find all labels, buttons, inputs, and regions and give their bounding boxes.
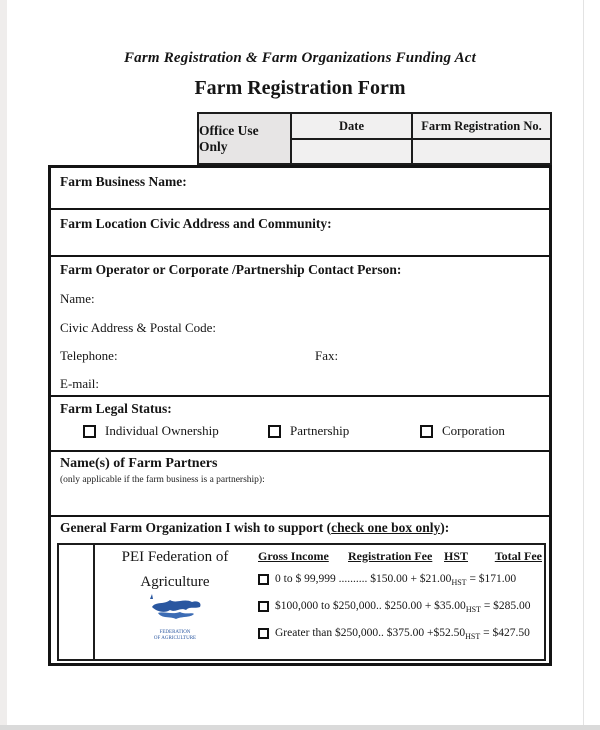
fee-tier2-text: $100,000 to $250,000.. $250.00 + $35.00H… bbox=[275, 600, 531, 614]
legal-status-option-corporation: Corporation bbox=[420, 423, 505, 439]
registration-no-column-header: Farm Registration No. bbox=[421, 118, 542, 133]
fee-tier2-checkbox[interactable] bbox=[258, 600, 269, 612]
legal-status-option-individual: Individual Ownership bbox=[83, 423, 219, 439]
page-bottom-edge bbox=[0, 725, 600, 730]
organization-heading-suffix: ): bbox=[440, 520, 450, 535]
form-title: Farm Registration Form bbox=[194, 77, 406, 99]
civic-address-label: Civic Address & Postal Code: bbox=[60, 320, 216, 335]
logo-caption-line1: FEDERATION bbox=[159, 630, 191, 635]
total-fee-header: Total Fee bbox=[494, 549, 542, 563]
office-use-only-label: Office Use Only bbox=[199, 114, 292, 163]
page-right-edge bbox=[583, 0, 584, 730]
fee-tier3-checkbox[interactable] bbox=[258, 627, 269, 639]
legal-status-option-partnership: Partnership bbox=[268, 423, 349, 439]
contact-person-header: Farm Operator or Corporate /Partnership … bbox=[60, 262, 402, 277]
corporation-label: Corporation bbox=[442, 423, 505, 438]
pei-federation-logo: FEDERATION OF AGRICULTURE bbox=[95, 593, 255, 642]
logo-caption-line2: OF AGRICULTURE bbox=[153, 635, 197, 641]
date-input-cell[interactable] bbox=[292, 140, 413, 163]
registration-no-input-cell[interactable] bbox=[413, 140, 550, 163]
office-use-right-cols: Date Farm Registration No. bbox=[292, 114, 550, 163]
fee-schedule-block: Gross Income Registration Fee HST Total … bbox=[258, 549, 542, 659]
organization-name-line1: PEI Federation of bbox=[121, 549, 229, 565]
partnership-checkbox[interactable] bbox=[268, 424, 281, 438]
organization-select-cell[interactable] bbox=[59, 545, 95, 659]
registration-fee-header: Registration Fee bbox=[348, 549, 433, 563]
fee-row-tier1: 0 to $ 99,999 .......... $150.00 + $21.0… bbox=[258, 573, 517, 587]
organization-heading-prefix: General Farm Organization I wish to supp… bbox=[60, 520, 332, 535]
page-left-edge bbox=[0, 0, 7, 730]
office-use-table: Office Use Only Date Farm Registration N… bbox=[197, 112, 552, 165]
corporation-checkbox[interactable] bbox=[420, 424, 433, 438]
name-label: Name: bbox=[60, 291, 95, 306]
pei-island-icon bbox=[150, 594, 201, 619]
farm-legal-status-section: Farm Legal Status: Individual Ownership … bbox=[51, 395, 549, 450]
fee-row-tier3: Greater than $250,000.. $375.00 +$52.50H… bbox=[258, 627, 530, 641]
organization-content-cell: PEI Federation of Agriculture FEDERATION… bbox=[95, 545, 544, 659]
fee-tier1-checkbox[interactable] bbox=[258, 573, 269, 585]
partnership-label: Partnership bbox=[290, 423, 350, 438]
fax-label: Fax: bbox=[315, 348, 339, 363]
farm-organization-section: General Farm Organization I wish to supp… bbox=[51, 515, 549, 663]
gross-income-header: Gross Income bbox=[258, 549, 329, 563]
farm-partners-section[interactable]: Name(s) of Farm Partners (only applicabl… bbox=[51, 450, 549, 515]
farm-business-name-section[interactable]: Farm Business Name: bbox=[51, 168, 549, 208]
farm-location-section[interactable]: Farm Location Civic Address and Communit… bbox=[51, 208, 549, 255]
farm-location-label: Farm Location Civic Address and Communit… bbox=[60, 216, 332, 231]
hst-header: HST bbox=[444, 549, 469, 563]
organization-fee-table: PEI Federation of Agriculture FEDERATION… bbox=[57, 543, 546, 661]
act-title: Farm Registration & Farm Organizations F… bbox=[123, 50, 477, 66]
farm-partners-note: (only applicable if the farm business is… bbox=[60, 475, 265, 485]
fee-row-tier2: $100,000 to $250,000.. $250.00 + $35.00H… bbox=[258, 600, 531, 614]
fee-tier1-text: 0 to $ 99,999 .......... $150.00 + $21.0… bbox=[275, 573, 517, 587]
organization-heading-underlined: check one box only bbox=[331, 520, 441, 535]
fee-tier3-text: Greater than $250,000.. $375.00 +$52.50H… bbox=[275, 627, 530, 641]
fee-table-headers: Gross Income Registration Fee HST Total … bbox=[258, 549, 542, 564]
telephone-label: Telephone: bbox=[60, 348, 118, 363]
date-column-header: Date bbox=[292, 114, 413, 138]
individual-ownership-label: Individual Ownership bbox=[105, 423, 219, 438]
farm-partners-header: Name(s) of Farm Partners bbox=[60, 456, 218, 471]
office-header-row: Date Farm Registration No. bbox=[292, 114, 550, 140]
contact-person-section: Farm Operator or Corporate /Partnership … bbox=[51, 255, 549, 395]
legal-status-header: Farm Legal Status: bbox=[60, 401, 172, 416]
registration-form-table: Farm Business Name: Farm Location Civic … bbox=[48, 165, 552, 666]
individual-ownership-checkbox[interactable] bbox=[83, 424, 96, 438]
office-value-row bbox=[292, 140, 550, 163]
email-label: E-mail: bbox=[60, 376, 99, 391]
organization-heading: General Farm Organization I wish to supp… bbox=[60, 520, 449, 536]
organization-name-line2: Agriculture bbox=[140, 573, 210, 590]
farm-business-name-label: Farm Business Name: bbox=[60, 174, 187, 189]
organization-name-block: PEI Federation of Agriculture FEDERATION… bbox=[95, 549, 255, 642]
